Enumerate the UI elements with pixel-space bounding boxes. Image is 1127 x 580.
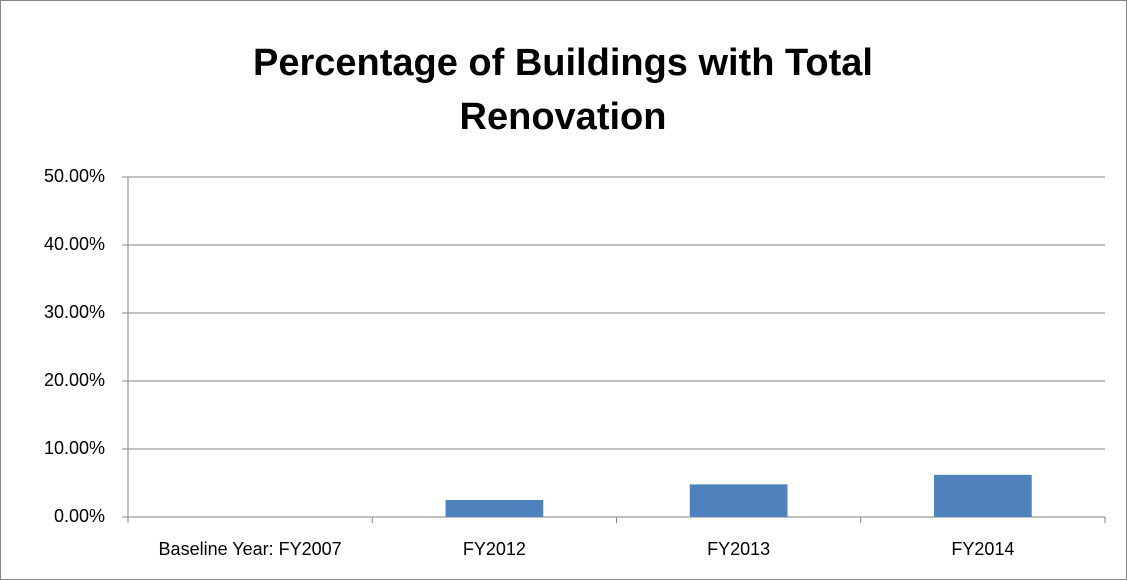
y-tick-label: 20.00% bbox=[44, 370, 105, 390]
y-tick-label: 40.00% bbox=[44, 234, 105, 254]
x-tick-label: FY2013 bbox=[707, 539, 770, 559]
x-tick-label: FY2012 bbox=[463, 539, 526, 559]
y-tick-label: 50.00% bbox=[44, 166, 105, 186]
y-tick-label: 0.00% bbox=[54, 506, 105, 526]
bar bbox=[445, 500, 544, 517]
x-tick-label: FY2014 bbox=[951, 539, 1014, 559]
y-tick-label: 30.00% bbox=[44, 302, 105, 322]
bar bbox=[689, 484, 788, 517]
y-tick-label: 10.00% bbox=[44, 438, 105, 458]
bar bbox=[934, 474, 1032, 517]
chart-title: Percentage of Buildings with Total Renov… bbox=[252, 42, 873, 138]
x-tick-label: Baseline Year: FY2007 bbox=[159, 539, 342, 559]
